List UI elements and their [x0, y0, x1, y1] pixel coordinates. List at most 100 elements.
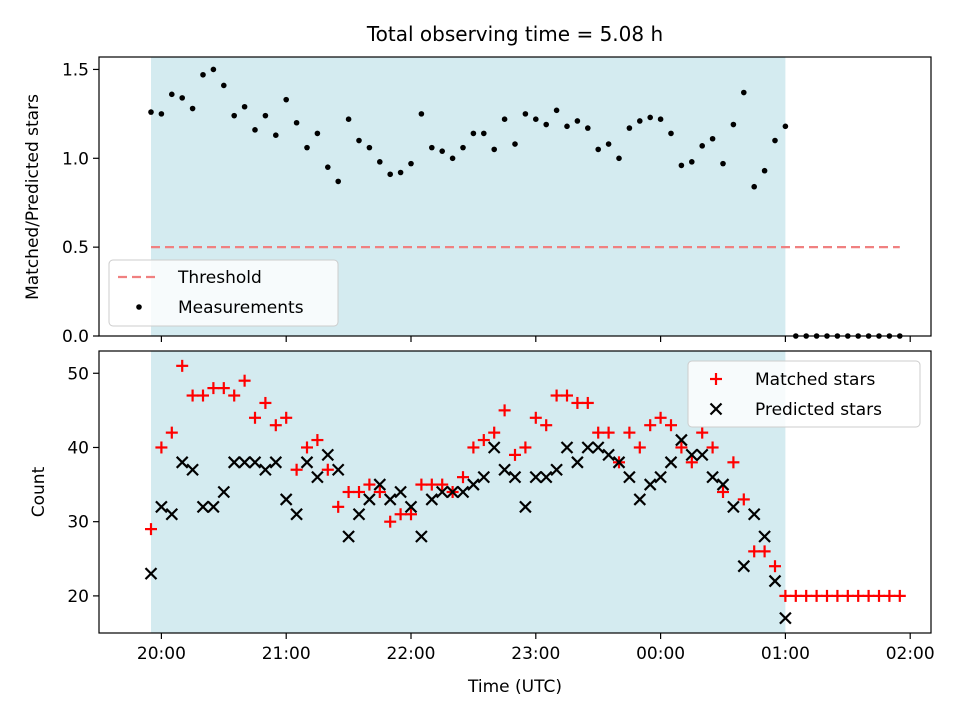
predicted-point: [435, 485, 449, 499]
cross-b: [498, 463, 511, 477]
measurement-point: [491, 146, 498, 153]
predicted-point: [581, 441, 595, 454]
matched-point: [581, 396, 594, 409]
top-panel: Total observing time = 5.08 h 0.0 0.5 1.0 1…: [23, 22, 932, 347]
matched-point: [155, 441, 168, 454]
cross-b: [363, 493, 376, 506]
matched-point: [321, 463, 334, 476]
predicted-point: [227, 456, 241, 469]
matched-point: [332, 500, 345, 513]
y-tick-label: 1.5: [62, 60, 89, 80]
cross-b: [331, 463, 345, 477]
predicted-point: [331, 463, 345, 477]
bottom-matched-points: [145, 359, 906, 602]
measurement-point: [158, 111, 165, 117]
cross-b: [446, 485, 459, 499]
cross-b: [654, 470, 667, 484]
predicted-point: [612, 456, 626, 469]
matched-point: [425, 478, 438, 491]
predicted-point: [269, 456, 283, 469]
predicted-point: [446, 485, 459, 499]
x-tick-label: 01:00: [761, 644, 810, 664]
predicted-point: [321, 448, 335, 462]
y-tick-label: 0.0: [62, 327, 89, 347]
bottom-y-axis-label: Count: [29, 466, 49, 517]
predicted-point: [550, 463, 563, 477]
matched-point: [810, 589, 823, 602]
cross-b: [238, 456, 251, 469]
predicted-point: [238, 456, 251, 469]
predicted-point: [747, 507, 761, 521]
x-tick-label: 22:00: [387, 644, 436, 664]
cross-b: [311, 470, 324, 484]
matched-point: [415, 478, 428, 491]
predicted-point: [602, 448, 615, 462]
predicted-point: [487, 441, 501, 454]
measurement-point: [585, 125, 591, 131]
cross-b: [217, 485, 231, 499]
matched-point: [176, 359, 189, 372]
measurement-point: [637, 118, 643, 124]
measurement-point: [387, 171, 394, 178]
matched-point: [758, 545, 771, 558]
measurement-point: [574, 118, 581, 124]
cross-b: [155, 500, 168, 514]
measurement-point: [553, 107, 560, 114]
measurement-point: [699, 143, 705, 149]
matched-point: [259, 396, 272, 409]
cross-b: [508, 470, 522, 484]
measurement-point: [689, 159, 695, 165]
bottom-axes-frame: [98, 350, 932, 634]
matched-point: [644, 419, 657, 432]
predicted-point: [727, 500, 740, 514]
predicted-point: [675, 433, 688, 447]
measurement-point: [741, 89, 747, 96]
predicted-point: [654, 470, 667, 484]
matched-point: [457, 471, 469, 484]
measurement-point: [449, 155, 456, 162]
y-tick-label: 20: [67, 587, 89, 607]
matched-point: [821, 589, 833, 602]
measurement-point: [512, 141, 518, 147]
predicted-point: [519, 500, 532, 514]
top-legend: Threshold Measurements: [108, 259, 339, 327]
matched-point: [706, 441, 719, 454]
predicted-point: [363, 493, 376, 506]
cross-b: [352, 507, 366, 521]
top-legend-threshold-label: Threshold: [177, 268, 262, 288]
predicted-point: [165, 507, 179, 521]
matched-point: [529, 411, 542, 424]
cross-b: [425, 493, 439, 506]
matched-point: [769, 560, 781, 573]
cross-b: [706, 470, 719, 484]
cross-b: [342, 530, 355, 543]
measurement-point: [189, 105, 196, 112]
measurement-point: [626, 125, 633, 131]
cross-b: [248, 456, 262, 469]
measurement-point: [273, 132, 279, 138]
predicted-point: [425, 493, 439, 506]
cross-b: [165, 507, 179, 521]
matched-point: [862, 589, 875, 602]
matched-point: [197, 389, 209, 402]
predicted-point: [768, 574, 782, 588]
top-axes-frame: [98, 56, 932, 337]
matched-point: [363, 478, 376, 491]
matched-point: [540, 419, 553, 432]
x-tick-label: 02:00: [886, 644, 935, 664]
x-tick-label: 20:00: [137, 644, 186, 664]
predicted-point: [373, 478, 387, 491]
measurement-point: [761, 167, 768, 174]
matched-point: [717, 486, 729, 498]
cross-b: [259, 463, 272, 477]
cross-b: [758, 530, 771, 543]
y-tick-label: 0.5: [62, 238, 89, 258]
cross-b: [709, 402, 723, 416]
matched-point: [893, 589, 906, 602]
matched-point: [311, 434, 324, 447]
y-tick-label: 30: [67, 513, 89, 533]
measurement-point: [252, 127, 258, 133]
cross-b: [269, 456, 283, 469]
legend-plus: [710, 373, 722, 385]
predicted-point: [758, 530, 771, 543]
